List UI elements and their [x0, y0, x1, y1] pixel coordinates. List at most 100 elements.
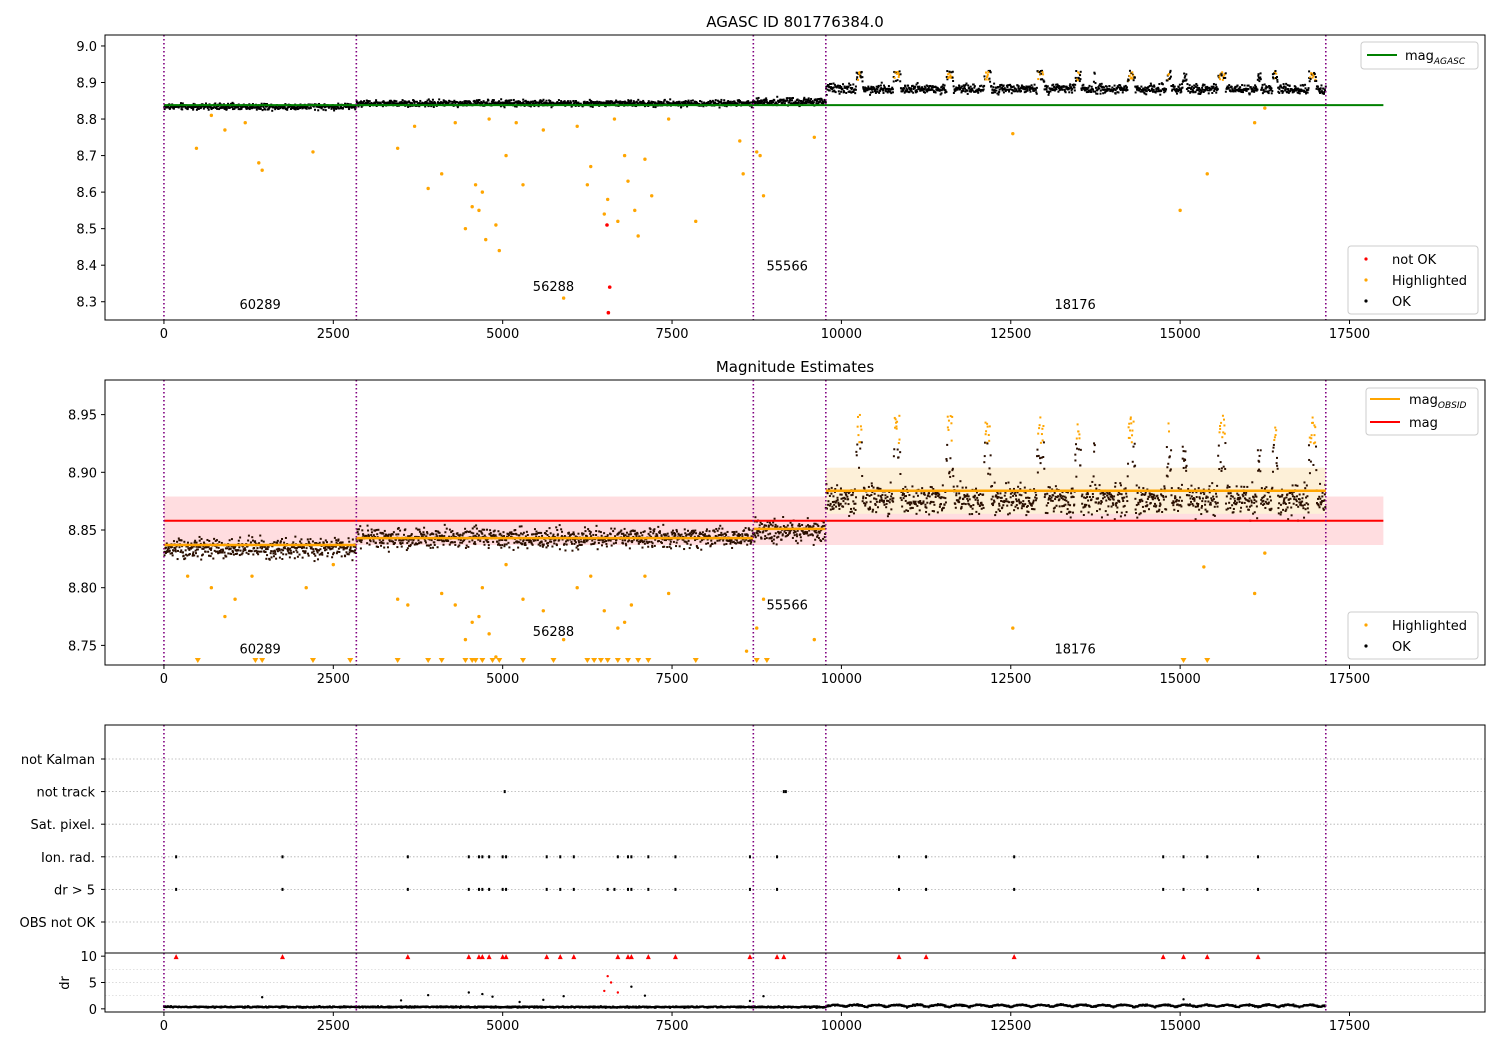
ok-point [525, 530, 528, 533]
ok-point [738, 535, 741, 538]
ok-point [1207, 92, 1210, 95]
ok-point [367, 100, 370, 103]
ok-point [1291, 91, 1294, 94]
ok-point [648, 101, 651, 104]
ok-point [322, 108, 325, 111]
ok-point [366, 524, 369, 527]
ok-point [499, 105, 502, 108]
ok-point [621, 539, 624, 542]
ok-point [945, 90, 948, 93]
ok-point [663, 534, 666, 537]
ok-point [587, 102, 590, 105]
ok-point [1088, 84, 1091, 87]
ok-point [807, 526, 810, 529]
ok-point [1140, 90, 1143, 93]
ok-point [237, 108, 240, 111]
legend-label-not-ok: not OK [1392, 253, 1437, 268]
ok-point [1169, 77, 1172, 80]
ok-point [1189, 90, 1192, 93]
ok-point [200, 537, 203, 540]
ok-point [807, 101, 810, 104]
ok-point [234, 545, 237, 548]
ok-point [517, 103, 520, 106]
ok-point [213, 106, 216, 109]
not-ok-point [605, 223, 609, 227]
ok-point [1240, 89, 1243, 92]
highlighted-point [487, 117, 491, 121]
ok-point [1192, 91, 1195, 94]
ok-point [785, 526, 788, 529]
ok-point [822, 537, 825, 540]
ok-point [1017, 85, 1020, 88]
ok-point [709, 99, 712, 102]
ok-point [1101, 88, 1104, 91]
ok-point [695, 532, 698, 535]
ok-point [264, 102, 267, 105]
ok-point [860, 428, 863, 431]
ok-point [739, 100, 742, 103]
ok-point [314, 554, 317, 557]
ok-point [1025, 87, 1028, 90]
ok-point [1284, 88, 1287, 91]
ok-point [542, 543, 545, 546]
ok-point [954, 506, 957, 509]
ok-point [411, 541, 414, 544]
legend-marker-not-ok [1364, 257, 1368, 261]
ok-point [208, 539, 211, 542]
ok-point [504, 538, 507, 541]
ok-point [963, 493, 966, 496]
ok-point [993, 89, 996, 92]
ok-point [709, 544, 712, 547]
ok-point [480, 531, 483, 534]
ok-point [936, 511, 939, 514]
ok-point [679, 102, 682, 105]
ok-point [861, 76, 864, 79]
ok-point [209, 555, 212, 558]
ok-point [558, 524, 561, 527]
ok-point [632, 100, 635, 103]
ok-point [1211, 91, 1214, 94]
ok-point [930, 500, 933, 503]
ok-point [796, 529, 799, 532]
ok-point [382, 542, 385, 545]
ok-point [544, 539, 547, 542]
ok-point [1000, 83, 1003, 86]
ok-point [749, 542, 752, 545]
ok-point [1119, 84, 1122, 87]
ok-point [1068, 87, 1071, 90]
highlighted-point [209, 113, 214, 118]
ok-point [765, 99, 768, 102]
ok-point [213, 549, 216, 552]
ok-point [1280, 86, 1283, 89]
ok-point [1224, 76, 1227, 79]
ok-point [834, 501, 837, 504]
ok-point [662, 101, 665, 104]
ok-point [225, 555, 228, 558]
ok-point [1014, 87, 1017, 90]
ok-point [862, 497, 865, 500]
ok-point [1324, 89, 1327, 92]
ok-point [889, 481, 892, 484]
ok-point [882, 89, 885, 92]
ok-point [851, 493, 854, 496]
ok-point [792, 531, 795, 534]
ok-point [697, 102, 700, 105]
ok-point [993, 82, 996, 85]
ok-point [992, 86, 995, 89]
ok-point [772, 101, 775, 104]
ok-point [624, 539, 627, 542]
ok-point [1192, 90, 1195, 93]
ok-point [1214, 88, 1217, 91]
highlighted-point [497, 248, 501, 253]
ok-point [179, 550, 182, 553]
ok-point [499, 544, 502, 547]
ok-point [675, 541, 678, 544]
ok-point [833, 503, 836, 506]
ok-point [1320, 90, 1323, 93]
ok-point [1324, 85, 1327, 88]
ok-point [849, 510, 852, 513]
ok-point [1085, 87, 1088, 90]
ok-point [864, 90, 867, 93]
ok-point [477, 538, 480, 541]
ok-point [647, 100, 650, 103]
